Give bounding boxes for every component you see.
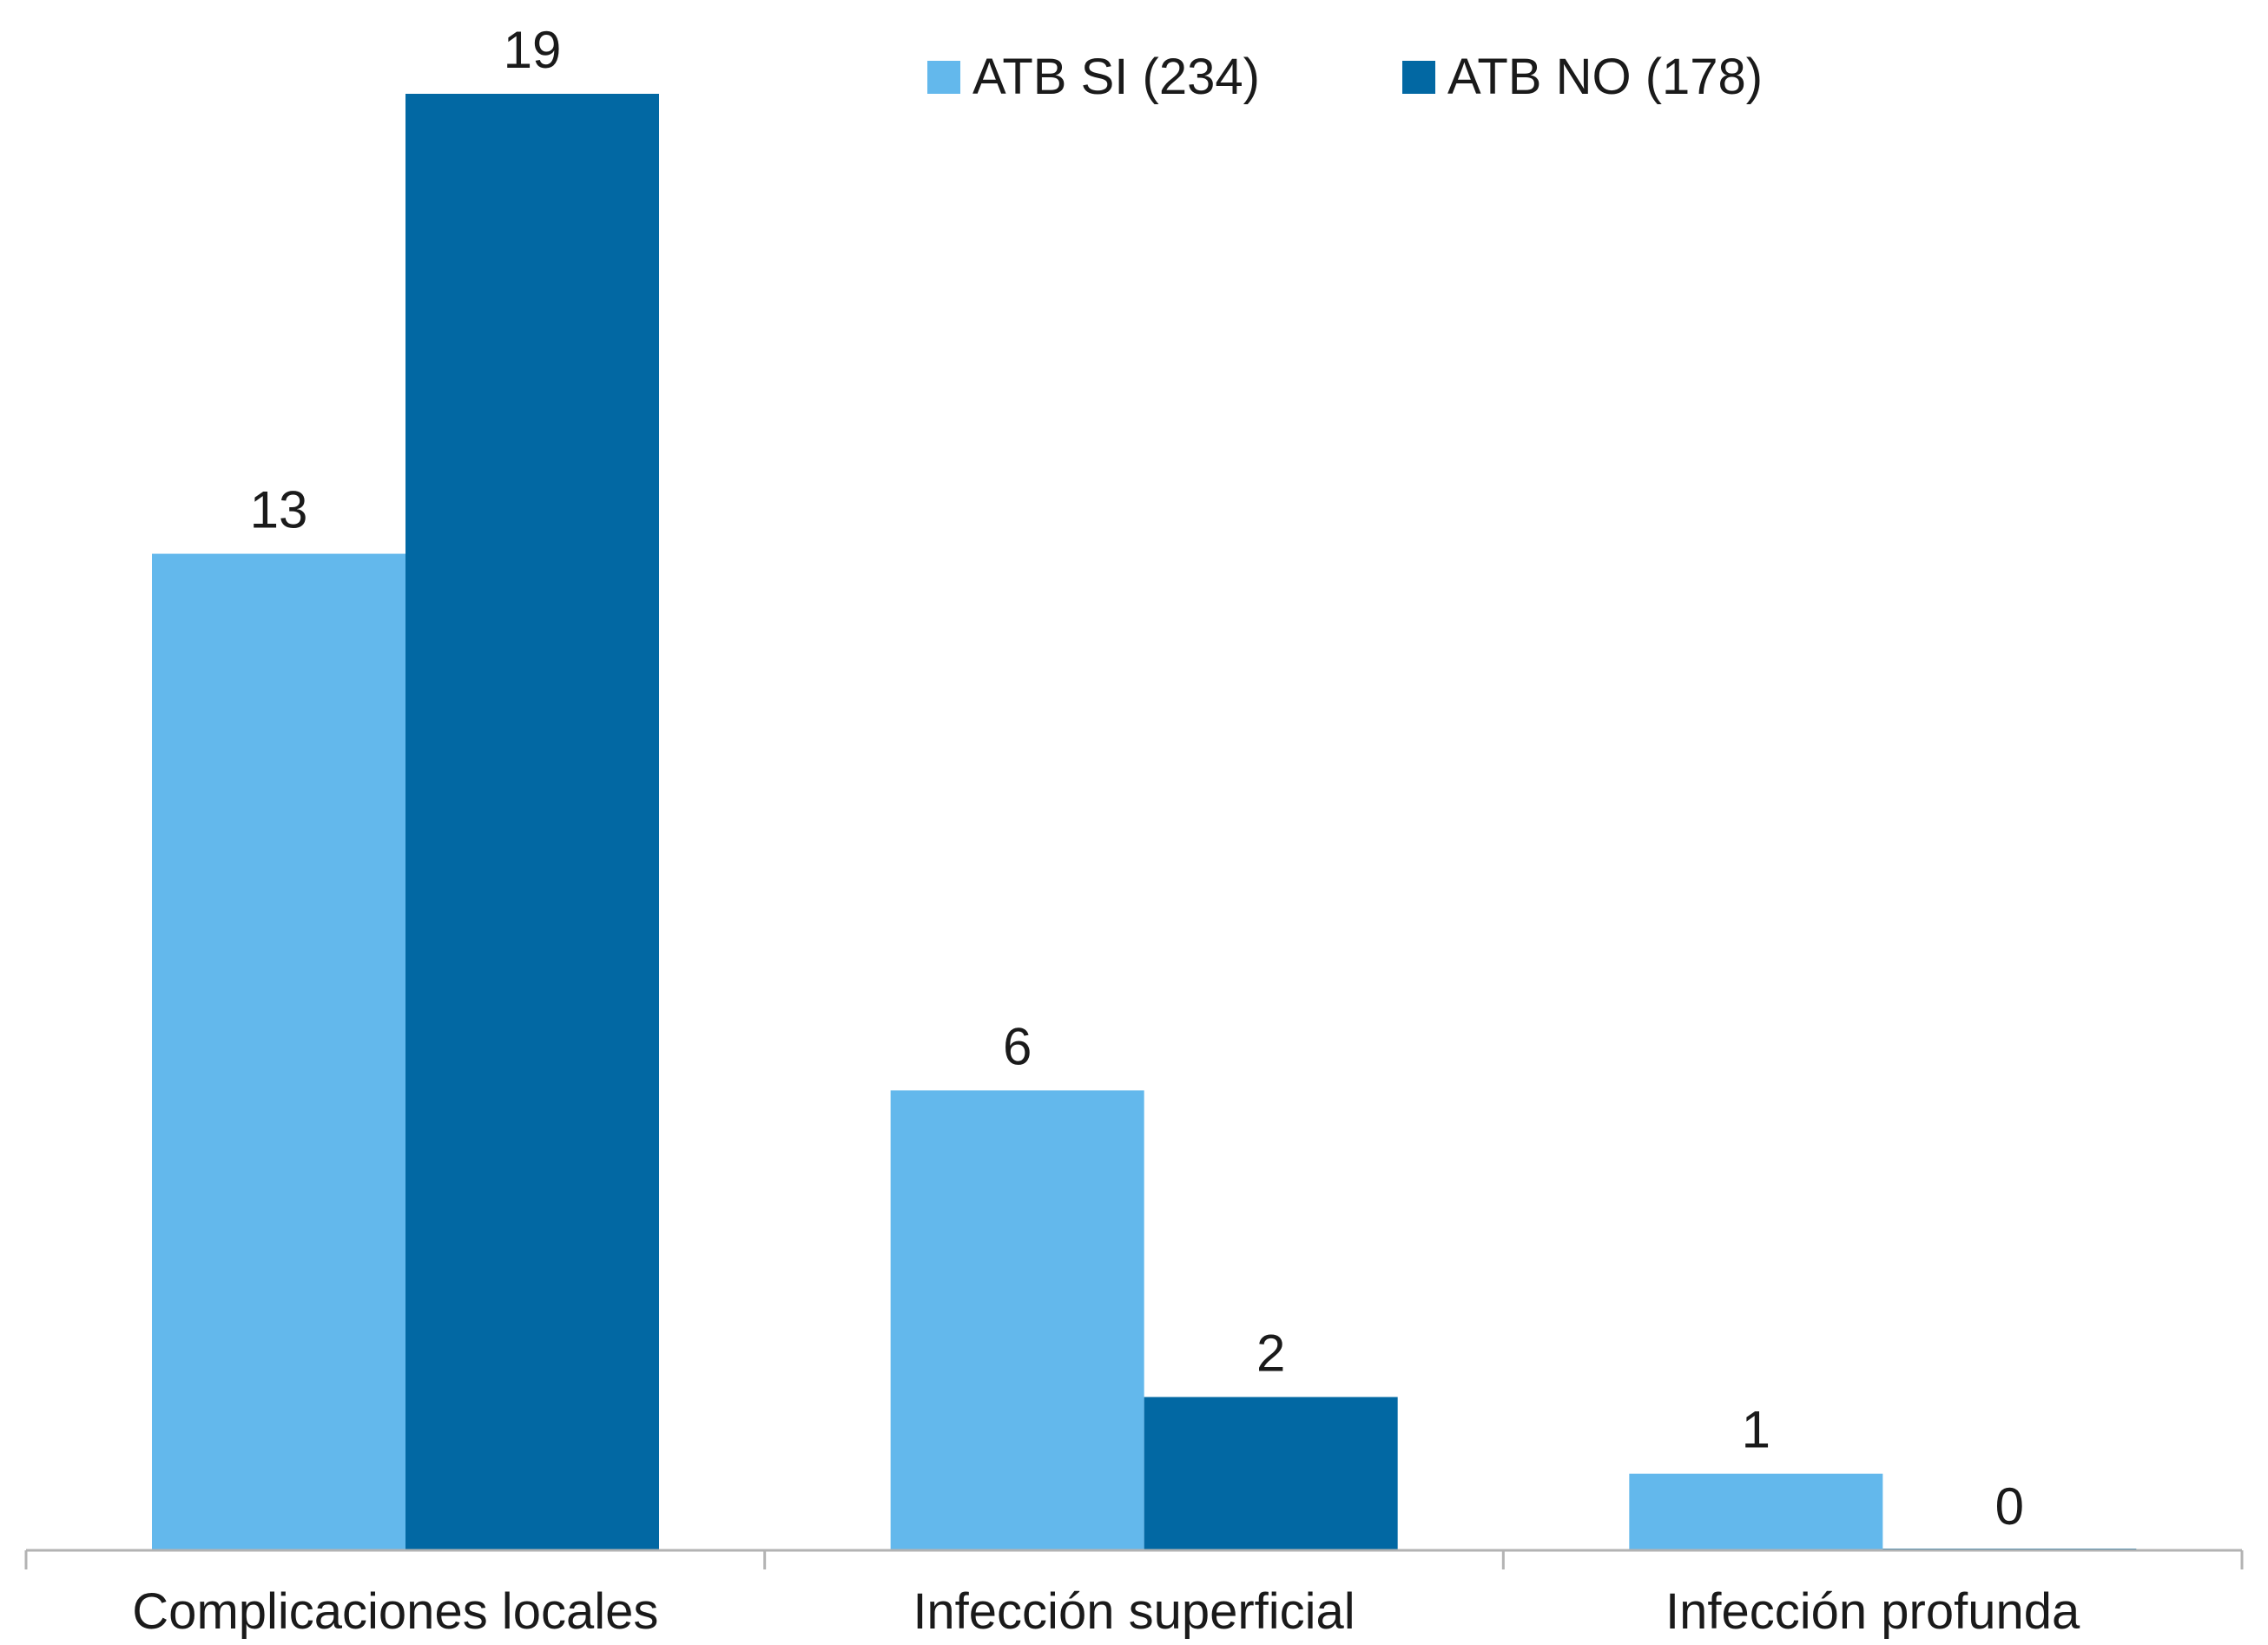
data-label-atb-no-1: 19	[504, 21, 562, 79]
data-label-atb-si-1: 13	[250, 481, 308, 539]
x-axis: Complicaciones locales Infección superfic…	[24, 1549, 2244, 1640]
bar-atb-no-1	[405, 94, 659, 1550]
bar-atb-si-1	[152, 553, 405, 1551]
legend-swatch-atb-si	[927, 61, 960, 94]
x-tick-label-2: Infección superficial	[913, 1583, 1355, 1640]
data-label-atb-no-3: 0	[1995, 1477, 2024, 1536]
bar-atb-no-2	[1144, 1397, 1398, 1550]
bar-atb-si-3	[1629, 1473, 1883, 1550]
legend-swatch-atb-no	[1402, 61, 1435, 94]
bars	[152, 94, 2137, 1551]
x-tick-label-3: Infección profunda	[1665, 1583, 2080, 1640]
legend-label-atb-no: ATB NO (178)	[1447, 49, 1763, 105]
data-label-atb-no-2: 2	[1256, 1324, 1285, 1382]
legend-label-atb-si: ATB SI (234)	[972, 49, 1260, 105]
bar-atb-si-2	[890, 1090, 1144, 1550]
x-tick-label-1: Complicaciones locales	[132, 1583, 658, 1640]
data-label-atb-si-3: 1	[1742, 1401, 1770, 1459]
legend: ATB SI (234) ATB NO (178)	[927, 49, 1763, 105]
data-label-atb-si-2: 6	[1003, 1017, 1032, 1075]
data-labels: 13 19 6 2 1 0	[250, 21, 2024, 1536]
